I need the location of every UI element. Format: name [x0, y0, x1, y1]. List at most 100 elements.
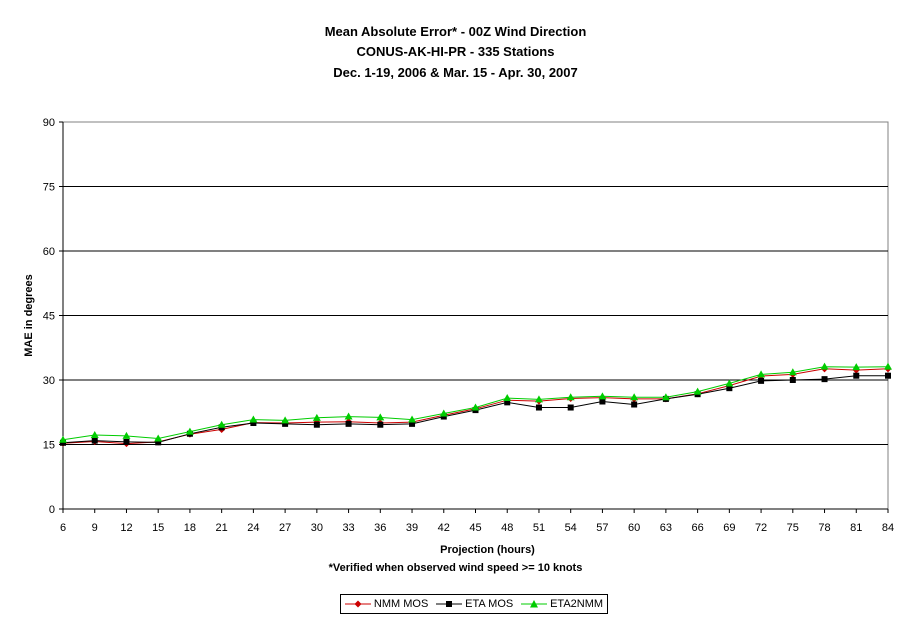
data-point-triangle — [312, 413, 321, 421]
data-point-square — [504, 399, 511, 406]
data-point-square — [758, 377, 765, 384]
x-tick-label: 39 — [406, 522, 418, 534]
x-tick-label: 69 — [723, 522, 735, 534]
data-point-square — [60, 439, 66, 446]
y-axis-title: MAE in degrees — [23, 274, 35, 357]
data-point-square — [535, 404, 542, 411]
legend-marker-diamond-icon — [344, 600, 371, 608]
x-tick-label: 84 — [882, 522, 894, 534]
chart-title-line-1: Mean Absolute Error* - 00Z Wind Directio… — [324, 24, 587, 39]
legend-item-eta2nmm: ETA2NMM — [521, 598, 603, 610]
data-point-triangle — [598, 392, 607, 400]
data-point-square — [853, 372, 860, 379]
legend: NMM MOS ETA MOS ETA2NMM — [340, 594, 608, 614]
x-axis-title: Projection (hours) — [440, 544, 535, 556]
data-point-square — [821, 376, 828, 383]
data-point-square — [345, 420, 352, 427]
chart-title-line-3: Dec. 1-19, 2006 & Mar. 15 - Apr. 30, 200… — [333, 65, 578, 80]
data-point-triangle — [661, 393, 670, 401]
chart-title-line-2: CONUS-AK-HI-PR - 335 Stations — [356, 44, 555, 59]
data-point-square — [91, 437, 98, 444]
x-tick-label: 72 — [755, 522, 767, 534]
data-point-triangle — [408, 415, 417, 423]
data-point-triangle — [217, 420, 226, 428]
data-point-square — [567, 404, 574, 411]
data-point-square — [409, 420, 416, 427]
legend-item-eta-mos: ETA MOS — [436, 598, 513, 610]
data-point-square — [282, 420, 289, 427]
y-tick-label: 0 — [49, 504, 55, 516]
x-tick-label: 60 — [628, 522, 640, 534]
x-tick-label: 36 — [374, 522, 386, 534]
data-point-triangle — [693, 387, 702, 395]
x-tick-label: 81 — [850, 522, 862, 534]
y-tick-label: 45 — [43, 311, 55, 323]
x-tick-label: 42 — [438, 522, 450, 534]
legend-label-eta2nmm: ETA2NMM — [550, 598, 604, 610]
data-point-square — [789, 377, 796, 383]
x-tick-label: 6 — [60, 522, 66, 534]
data-point-triangle — [820, 362, 829, 370]
x-tick-label: 27 — [279, 522, 291, 534]
data-point-triangle — [439, 409, 448, 417]
y-tick-label: 60 — [43, 246, 55, 258]
x-tick-label: 45 — [469, 522, 481, 534]
data-point-square — [599, 398, 606, 405]
legend-item-nmm-mos: NMM MOS — [344, 598, 429, 610]
data-point-triangle — [566, 393, 575, 401]
footnote: *Verified when observed wind speed >= 10… — [328, 562, 583, 574]
x-tick-label: 54 — [565, 522, 577, 534]
x-tick-label: 15 — [152, 522, 164, 534]
data-point-triangle — [852, 363, 861, 371]
data-point-triangle — [757, 370, 766, 378]
x-tick-label: 57 — [596, 522, 608, 534]
x-tick-label: 48 — [501, 522, 513, 534]
data-point-triangle — [884, 362, 892, 370]
data-point-square — [155, 439, 162, 446]
data-point-triangle — [376, 413, 385, 421]
data-point-square — [313, 421, 320, 428]
y-tick-label: 30 — [43, 375, 55, 387]
x-tick-label: 51 — [533, 522, 545, 534]
data-point-triangle — [90, 431, 99, 439]
data-point-triangle — [281, 416, 290, 424]
data-point-square — [440, 413, 447, 420]
x-tick-label: 66 — [691, 522, 703, 534]
legend-marker-triangle-icon — [521, 600, 548, 608]
x-tick-label: 30 — [311, 522, 323, 534]
data-point-triangle — [185, 427, 194, 435]
data-point-square — [726, 385, 733, 392]
data-point-triangle — [503, 394, 512, 402]
data-point-triangle — [249, 415, 258, 423]
x-tick-label: 78 — [818, 522, 830, 534]
legend-marker-square-icon — [436, 601, 463, 607]
data-point-triangle — [122, 431, 131, 439]
data-point-square — [250, 420, 257, 426]
x-tick-label: 12 — [120, 522, 132, 534]
x-tick-label: 75 — [787, 522, 799, 534]
data-point-triangle — [788, 368, 797, 376]
y-tick-label: 90 — [43, 117, 55, 129]
data-point-square — [631, 401, 638, 408]
data-point-square — [885, 372, 891, 379]
data-point-triangle — [725, 379, 734, 387]
data-point-triangle — [630, 393, 639, 401]
x-tick-label: 33 — [342, 522, 354, 534]
x-tick-label: 63 — [660, 522, 672, 534]
legend-label-eta-mos: ETA MOS — [465, 598, 514, 610]
legend-label-nmm-mos: NMM MOS — [373, 598, 429, 610]
data-point-triangle — [471, 403, 480, 411]
data-point-square — [123, 438, 130, 445]
data-point-triangle — [344, 412, 353, 420]
x-tick-label: 24 — [247, 522, 259, 534]
data-point-triangle — [59, 435, 67, 443]
data-point-square — [377, 421, 384, 428]
data-point-triangle — [534, 395, 543, 403]
y-tick-label: 75 — [43, 182, 55, 194]
x-tick-label: 18 — [184, 522, 196, 534]
x-tick-label: 21 — [216, 522, 228, 534]
x-tick-label: 9 — [92, 522, 98, 534]
data-point-triangle — [154, 434, 163, 442]
y-tick-label: 15 — [43, 440, 55, 452]
